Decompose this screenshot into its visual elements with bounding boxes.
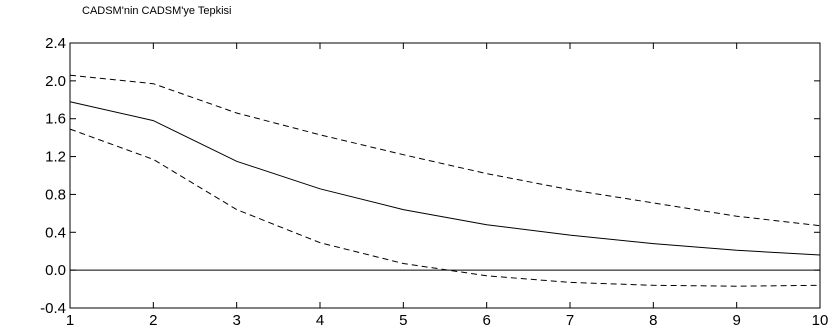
x-tick-label: 3	[232, 312, 240, 329]
x-tick-label: 4	[316, 312, 324, 329]
confidence-band-line	[69, 74, 821, 227]
x-tick-label: 7	[566, 312, 574, 329]
y-tick-label: 2.0	[45, 73, 66, 90]
plot-frame	[69, 42, 821, 309]
y-tick-label: 0.0	[45, 262, 66, 279]
y-tick-label: 0.8	[45, 186, 66, 203]
y-tick-label: 2.4	[45, 35, 66, 52]
x-tick-label: 10	[812, 312, 829, 329]
x-tick-label: 1	[66, 312, 74, 329]
x-tick-label: 9	[732, 312, 740, 329]
y-tick-label: 1.6	[45, 111, 66, 128]
chart-title: CADSM'nin CADSM'ye Tepkisi	[82, 5, 232, 17]
y-tick-label: 0.4	[45, 224, 66, 241]
axis-ticks	[69, 42, 821, 309]
x-tick-label: 5	[399, 312, 407, 329]
response-line	[69, 101, 821, 256]
series-lines	[69, 74, 821, 287]
confidence-band-line	[69, 128, 821, 287]
tick-labels: 2.4 2.0 1.6 1.2 0.8 0.4 0.0 -0.41 2 3 4 5 6 7 8 9 10	[40, 35, 828, 329]
x-tick-label: 2	[149, 312, 157, 329]
x-tick-label: 6	[482, 312, 490, 329]
x-tick-label: 8	[649, 312, 657, 329]
y-tick-label: 1.2	[45, 149, 66, 166]
y-tick-label: -0.4	[40, 300, 66, 317]
